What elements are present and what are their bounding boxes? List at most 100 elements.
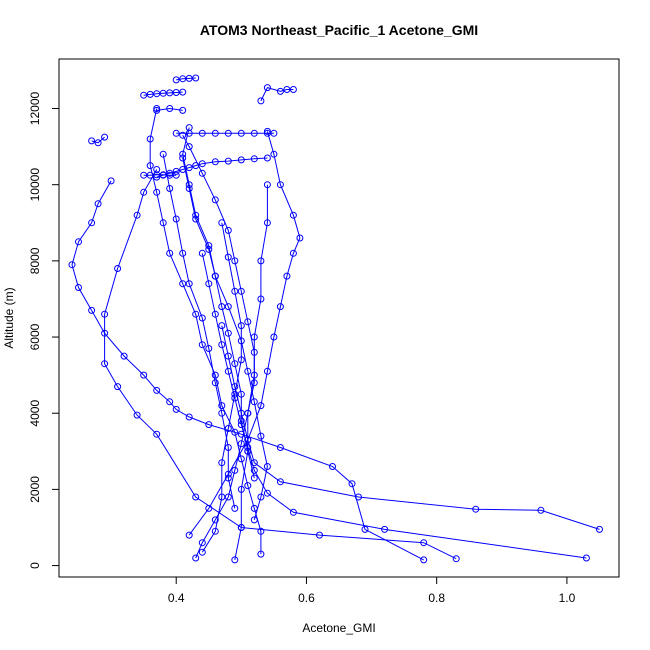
data-point <box>224 129 232 137</box>
data-point <box>179 166 187 173</box>
data-point <box>270 150 278 158</box>
data-point <box>101 360 109 368</box>
data-point <box>211 272 219 280</box>
y-axis: 0 2000 4000 6000 8000 10000 12000 <box>28 92 60 569</box>
data-point <box>452 555 460 563</box>
y-tick-label: 0 <box>28 562 42 569</box>
data-point <box>179 88 187 96</box>
data-point <box>198 160 206 168</box>
data-point <box>231 257 239 265</box>
data-point <box>361 525 369 533</box>
data-point <box>237 417 245 425</box>
data-point <box>68 261 76 269</box>
series-line <box>156 107 183 111</box>
data-point <box>94 200 102 208</box>
data-point <box>192 310 200 318</box>
data-point <box>172 171 180 179</box>
chart-title: ATOM3 Northeast_Pacific_1 Acetone_GMI <box>200 22 478 38</box>
data-point <box>114 265 122 272</box>
plot-frame <box>58 58 620 578</box>
data-point <box>153 90 161 98</box>
data-point <box>88 306 96 314</box>
series-layer <box>68 74 603 564</box>
data-point <box>250 129 258 137</box>
data-point <box>179 154 187 162</box>
data-point <box>250 466 258 474</box>
data-point <box>172 405 180 413</box>
data-point <box>289 86 297 93</box>
y-tick-label: 4000 <box>28 400 42 427</box>
data-point <box>348 480 356 488</box>
data-point <box>237 524 245 531</box>
data-point <box>88 219 96 227</box>
data-point <box>224 352 232 360</box>
y-tick-label: 8000 <box>28 247 42 274</box>
series-line <box>188 131 301 536</box>
data-point <box>185 129 193 137</box>
data-point <box>140 371 148 379</box>
data-point <box>276 303 284 311</box>
y-tick-label: 12000 <box>28 92 42 126</box>
data-point <box>582 554 590 562</box>
data-point <box>224 157 232 165</box>
data-point <box>224 253 232 261</box>
data-point <box>179 150 187 158</box>
series-18 <box>172 74 200 84</box>
data-point <box>101 310 109 318</box>
data-point <box>250 371 258 379</box>
data-point <box>140 188 148 196</box>
data-point <box>289 249 297 257</box>
data-point <box>244 318 252 326</box>
data-point <box>133 411 141 419</box>
data-point <box>146 135 154 143</box>
series-line <box>234 184 268 560</box>
data-point <box>179 75 187 83</box>
data-point <box>244 409 252 417</box>
data-point <box>198 341 206 349</box>
data-point <box>224 329 232 337</box>
data-point <box>296 234 304 242</box>
data-point <box>257 402 265 410</box>
data-point <box>159 150 167 158</box>
series-line <box>182 127 268 521</box>
data-point <box>198 249 206 257</box>
data-point <box>263 181 271 189</box>
series-12 <box>231 181 271 564</box>
data-point <box>276 181 284 189</box>
data-point <box>420 539 428 547</box>
x-axis-label: Acetone_GMI <box>302 621 375 635</box>
data-point <box>166 398 174 406</box>
data-point <box>381 525 389 533</box>
series-11 <box>198 219 245 556</box>
series-line <box>156 157 268 178</box>
data-point <box>537 506 545 514</box>
data-point <box>211 371 219 379</box>
data-point <box>172 129 180 137</box>
data-point <box>231 383 239 391</box>
data-point <box>153 430 161 438</box>
data-point <box>263 367 271 375</box>
data-point <box>159 219 167 227</box>
data-point <box>237 156 245 164</box>
data-point <box>270 333 278 341</box>
data-point <box>316 531 323 539</box>
data-point <box>211 158 219 166</box>
data-point <box>205 504 213 512</box>
data-point <box>211 379 219 387</box>
data-point <box>185 280 193 288</box>
series-line <box>149 108 262 555</box>
data-point <box>192 74 200 82</box>
data-point <box>166 105 174 112</box>
data-point <box>153 166 161 173</box>
data-point <box>205 421 213 429</box>
data-point <box>146 90 154 98</box>
data-point <box>237 129 245 137</box>
data-point <box>198 169 206 177</box>
data-point <box>192 554 200 562</box>
data-point <box>218 409 226 417</box>
data-point <box>257 527 265 535</box>
data-point <box>185 74 193 82</box>
series-16 <box>140 88 187 99</box>
data-point <box>185 185 193 192</box>
